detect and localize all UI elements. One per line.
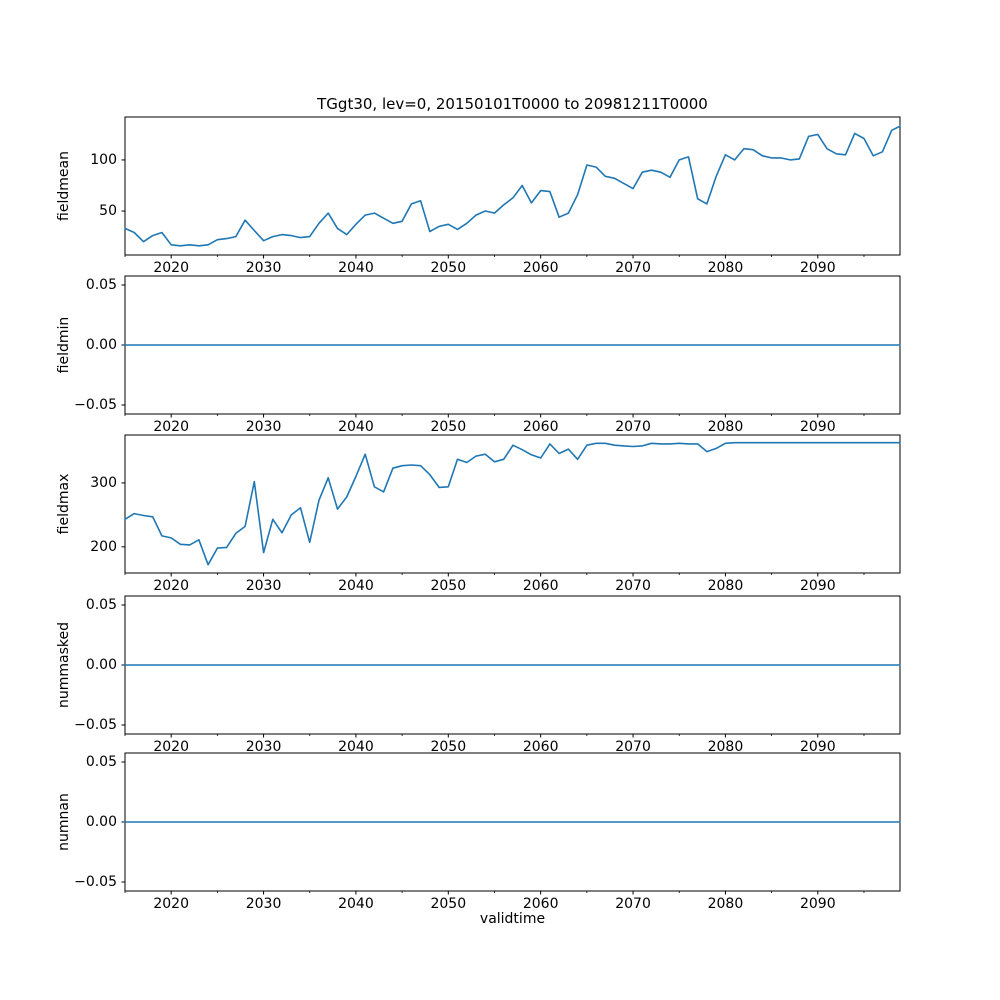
fieldmax-xtick-label: 2060 (523, 578, 559, 594)
nummasked-ytick-label: 0.00 (86, 657, 117, 673)
nummasked-ylabel: nummasked (56, 622, 72, 708)
nummasked-xtick-label: 2080 (708, 739, 744, 755)
fieldmin-xtick-label: 2070 (615, 419, 651, 435)
fieldmax-line (124, 441, 901, 566)
fieldmax-ytick-label: 200 (90, 539, 117, 555)
fieldmin-xtick-label: 2040 (338, 419, 374, 435)
fieldmax-xtick-label: 2070 (615, 578, 651, 594)
fieldmean-xtick-label: 2060 (523, 260, 559, 276)
nummasked-xtick-label: 2070 (615, 739, 651, 755)
fieldmean-ytick-label: 100 (90, 152, 117, 168)
fieldmean-xtick-label: 2020 (153, 260, 189, 276)
numnan-xtick-label: 2030 (246, 896, 282, 912)
chart-title: TGgt30, lev=0, 20150101T0000 to 20981211… (317, 95, 708, 113)
fieldmax-xtick-label: 2030 (246, 578, 282, 594)
fieldmin-xtick-label: 2060 (523, 419, 559, 435)
fieldmax-xtick-label: 2090 (800, 578, 836, 594)
fieldmin-ytick-label: −0.05 (74, 397, 117, 413)
nummasked-xtick-label: 2020 (153, 739, 189, 755)
fieldmax-ylabel: fieldmax (56, 474, 72, 535)
fieldmean-xtick-label: 2070 (615, 260, 651, 276)
fieldmax-xtick-label: 2040 (338, 578, 374, 594)
fieldmin-xtick-label: 2050 (430, 419, 466, 435)
fieldmean-line (124, 125, 901, 247)
fieldmin-xtick-label: 2090 (800, 419, 836, 435)
nummasked-ytick-label: −0.05 (74, 717, 117, 733)
numnan-xtick-label: 2020 (153, 896, 189, 912)
fieldmax-xtick-label: 2050 (430, 578, 466, 594)
fieldmean-ylabel: fieldmean (56, 151, 72, 221)
nummasked-xtick-label: 2060 (523, 739, 559, 755)
fieldmean-ytick-label: 50 (99, 203, 117, 219)
x-axis-label: validtime (479, 911, 546, 927)
fieldmean-xtick-label: 2050 (430, 260, 466, 276)
fieldmin-xtick-label: 2020 (153, 419, 189, 435)
numnan-ytick-label: 0.00 (86, 814, 117, 830)
fieldmin-xtick-label: 2080 (708, 419, 744, 435)
numnan-xtick-label: 2080 (708, 896, 744, 912)
nummasked-xtick-label: 2030 (246, 739, 282, 755)
fieldmin-xtick-label: 2030 (246, 419, 282, 435)
nummasked-xtick-label: 2050 (430, 739, 466, 755)
numnan-xtick-label: 2090 (800, 896, 836, 912)
numnan-xtick-label: 2040 (338, 896, 374, 912)
nummasked-ytick-label: 0.05 (86, 597, 117, 613)
numnan-xtick-label: 2050 (430, 896, 466, 912)
fieldmin-ytick-label: 0.05 (86, 277, 117, 293)
numnan-ytick-label: 0.05 (86, 754, 117, 770)
numnan-xtick-label: 2070 (615, 896, 651, 912)
fieldmean-xtick-label: 2080 (708, 260, 744, 276)
numnan-ytick-label: −0.05 (74, 874, 117, 890)
nummasked-xtick-label: 2040 (338, 739, 374, 755)
fieldmean-axes-frame (124, 116, 901, 256)
fieldmean-xtick-label: 2030 (246, 260, 282, 276)
numnan-ylabel: numnan (56, 793, 72, 851)
fieldmean-xtick-label: 2090 (800, 260, 836, 276)
fieldmax-xtick-label: 2020 (153, 578, 189, 594)
fieldmin-ylabel: fieldmin (56, 317, 72, 374)
fieldmax-xtick-label: 2080 (708, 578, 744, 594)
nummasked-xtick-label: 2090 (800, 739, 836, 755)
fieldmean-xtick-label: 2040 (338, 260, 374, 276)
fieldmax-ytick-label: 300 (90, 475, 117, 491)
fieldmin-ytick-label: 0.00 (86, 337, 117, 353)
fieldmax-axes-frame (124, 434, 901, 574)
numnan-xtick-label: 2060 (523, 896, 559, 912)
